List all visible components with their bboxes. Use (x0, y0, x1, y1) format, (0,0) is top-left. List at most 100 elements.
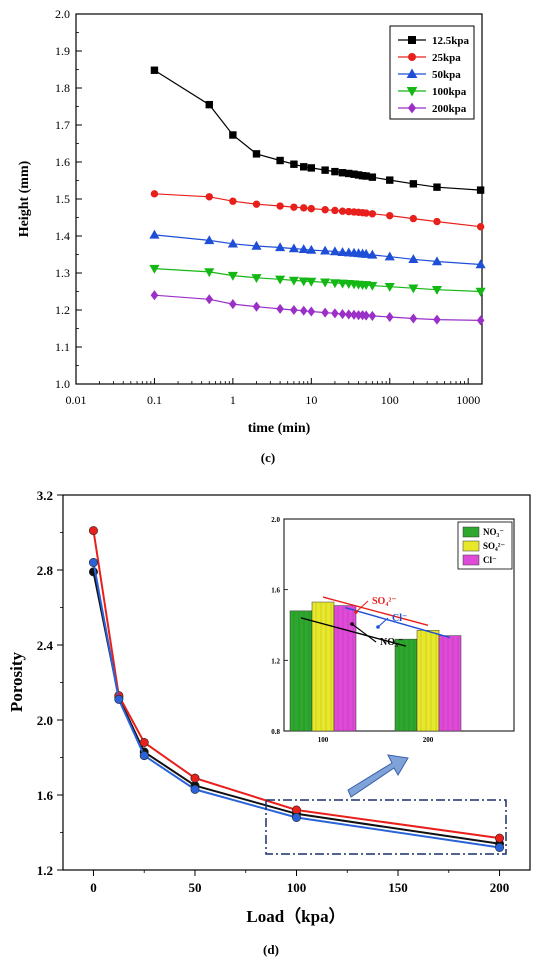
panel-label-c: (c) (261, 450, 275, 465)
data-point (475, 259, 486, 269)
inset-bar (333, 605, 357, 732)
inset-annotation: Cl⁻ (392, 613, 407, 624)
data-point (276, 156, 284, 165)
data-point (321, 166, 329, 174)
data-point (320, 278, 331, 288)
data-point (149, 229, 160, 239)
legend-marker (407, 102, 417, 114)
inset-x-tick-label: 100 (318, 736, 329, 744)
data-point (331, 308, 339, 319)
x-tick-label-c: 0.1 (147, 393, 162, 407)
legend-marker (408, 53, 416, 61)
data-point (229, 131, 237, 139)
data-point (337, 247, 348, 256)
data-point (114, 694, 124, 704)
inset-link-line (322, 596, 429, 626)
y-tick-label-c: 1.5 (55, 192, 70, 206)
y-tick-label-c: 1.2 (55, 303, 70, 317)
data-point (368, 210, 377, 218)
data-point (476, 223, 485, 231)
y-tick-label-c: 1.0 (55, 377, 70, 391)
y-tick-label-d: 2.8 (37, 563, 54, 578)
legend-label: 200kpa (432, 103, 467, 115)
data-point (476, 315, 485, 326)
data-point (495, 833, 505, 843)
data-point (368, 173, 377, 181)
data-point (275, 242, 286, 252)
inset-legend-label: NO₃⁻ (483, 527, 504, 537)
inset-y-tick-label: 1.2 (271, 657, 280, 665)
data-point (386, 176, 394, 184)
data-point (385, 312, 394, 323)
data-point (386, 211, 394, 220)
data-point (433, 217, 441, 226)
inset-link-line (300, 617, 407, 647)
y-tick-label-c: 1.6 (55, 155, 70, 169)
annotation-arrowhead (354, 610, 358, 614)
data-point (275, 275, 286, 285)
data-point (227, 238, 238, 248)
data-point (337, 279, 348, 289)
legend-box-c (389, 25, 475, 120)
data-point (252, 301, 261, 312)
highlight-box (265, 799, 507, 855)
series-100kpa (149, 264, 486, 297)
data-point (331, 167, 339, 176)
data-point (338, 309, 347, 320)
panel-c-height-vs-time: 0.01 0.1 1 10 100 1000 1.0 1.1 1.2 1.3 1.4 1.5 1.6 1.… (17, 7, 486, 465)
data-point (149, 264, 160, 274)
y-axis-label-c: Height (mm) (17, 160, 32, 237)
annotation-arrowhead (376, 625, 380, 629)
legend-marker (406, 68, 418, 78)
data-point (290, 304, 298, 316)
data-point (408, 254, 419, 264)
data-point (288, 276, 299, 286)
data-point (307, 204, 316, 213)
y-tick-label-d: 2.0 (37, 713, 53, 728)
y-tick-label-c: 2.0 (55, 7, 70, 21)
legend-label: 25kpa (432, 52, 461, 64)
data-point (88, 557, 98, 567)
inset-legend-swatch (462, 554, 480, 566)
inset-link-line (344, 606, 451, 639)
inset-annotation: SO₄²⁻ (372, 596, 397, 607)
y-tick-label-c: 1.7 (55, 118, 70, 132)
data-point (331, 206, 339, 215)
data-point (362, 172, 370, 180)
data-point (306, 277, 317, 287)
series-200kpa (150, 290, 485, 326)
data-point (307, 164, 316, 172)
data-point (338, 207, 347, 215)
data-point (329, 279, 340, 289)
inset-y-tick-label: 1.6 (271, 587, 280, 595)
y-axis-label-d: Porosity (7, 651, 26, 712)
data-point (252, 200, 261, 208)
y-tick-label-d: 1.2 (37, 863, 53, 878)
inset-y-tick-label: 2.0 (271, 516, 280, 524)
data-point (252, 150, 261, 158)
annotation-arrowhead (350, 622, 354, 626)
series-line (154, 193, 481, 228)
data-point (291, 812, 301, 822)
data-point (367, 249, 378, 259)
inset-legend-label: SO₄²⁻ (483, 541, 505, 551)
data-point (288, 243, 299, 253)
data-point (139, 737, 149, 747)
data-point (227, 271, 238, 281)
x-axis-label-c: time (min) (248, 421, 311, 436)
series-25kpa (150, 190, 485, 231)
data-point (300, 163, 308, 171)
inset-legend-label: Cl⁻ (483, 555, 497, 565)
x-tick-label-c: 100 (381, 393, 399, 407)
legend-marker (408, 36, 416, 44)
legend-label: 12.5kpa (432, 35, 469, 47)
legend-c: 12.5kpa 25kpa 50kpa 100kpa 200kpa (389, 25, 475, 120)
y-tick-label-c: 1.4 (55, 229, 70, 243)
inset-legend-swatch (462, 526, 480, 538)
x-tick-label-c: 0.01 (66, 393, 87, 407)
data-point (298, 277, 309, 287)
data-point (344, 309, 353, 320)
data-point (368, 310, 377, 321)
data-point (409, 313, 418, 324)
